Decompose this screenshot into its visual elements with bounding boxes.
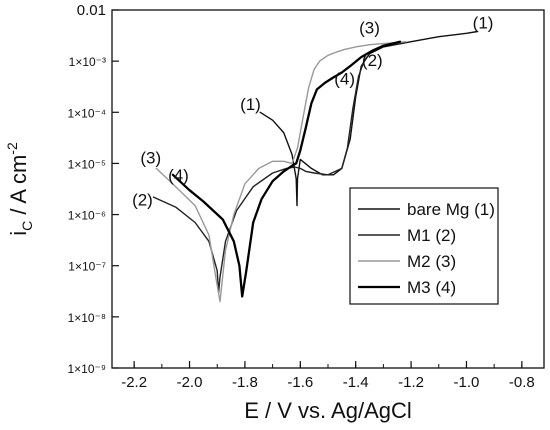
curve-annotation: (2) [132,191,153,210]
curve-annotation: (1) [240,95,261,114]
legend-label: bare Mg (1) [407,200,495,219]
curve-annotation: (4) [334,69,355,88]
svg-text:iC / A cm-2: iC / A cm-2 [4,142,35,236]
x-tick-label: -0.8 [509,374,535,391]
y-tick-label: 1×10⁻⁷ [68,260,106,274]
y-tick-label: 1×10⁻⁸ [68,311,106,325]
x-tick-label: -1.6 [287,374,313,391]
legend-label: M3 (4) [407,278,456,297]
y-tick-label: 1×10⁻⁵ [68,157,106,171]
y-axis: 1×10⁻⁹ 1×10⁻⁸ 1×10⁻⁷ 1×10⁻⁶ 1×10⁻⁵ 1×10⁻⁴ 1×10… [67,2,119,376]
x-tick-label: -2.0 [177,374,203,391]
series-line-3 [155,41,407,303]
y-tick-label: 1×10⁻⁴ [67,106,106,120]
legend-box [349,187,499,305]
x-tick-label: -2.2 [121,374,147,391]
y-axis-label-main: i [6,231,31,236]
x-axis-label: E / V vs. Ag/AgCl [244,398,412,423]
y-tick-label: 0.01 [77,2,106,19]
legend-label: M2 (3) [407,252,456,271]
curve-annotation: (3) [140,148,161,167]
x-tick-label: -1.8 [232,374,258,391]
series-line-1 [259,30,479,207]
x-tick-label: -1.0 [454,374,480,391]
y-tick-label: 1×10⁻⁹ [67,362,106,376]
y-axis-label-units: / A cm [6,155,31,221]
legend: bare Mg (1) M1 (2) M2 (3) M3 (4) [349,187,499,305]
x-tick-label: -1.2 [398,374,424,391]
y-axis-label-subscript: C [19,221,35,231]
curve-annotation: (4) [168,166,189,185]
y-axis-label: iC / A cm-2 [4,142,35,236]
series-line-4 [171,40,402,298]
series-layer [152,30,479,303]
legend-label: M1 (2) [407,226,456,245]
curve-annotation: (1) [473,14,494,33]
curve-annotation: (3) [359,18,380,37]
y-axis-label-superscript: -2 [4,142,20,155]
y-tick-label: 1×10⁻⁶ [68,209,106,223]
x-tick-label: -1.4 [343,374,369,391]
x-axis: -2.2 -2.0 -1.8 -1.6 -1.4 -1.2 -1.0 -0.8 [121,361,535,391]
curve-annotations: (1) (1) (2) (2) (3) (3) (4) (4) [132,14,493,210]
curve-annotation: (2) [362,51,383,70]
y-tick-label: 1×10⁻³ [69,55,106,69]
